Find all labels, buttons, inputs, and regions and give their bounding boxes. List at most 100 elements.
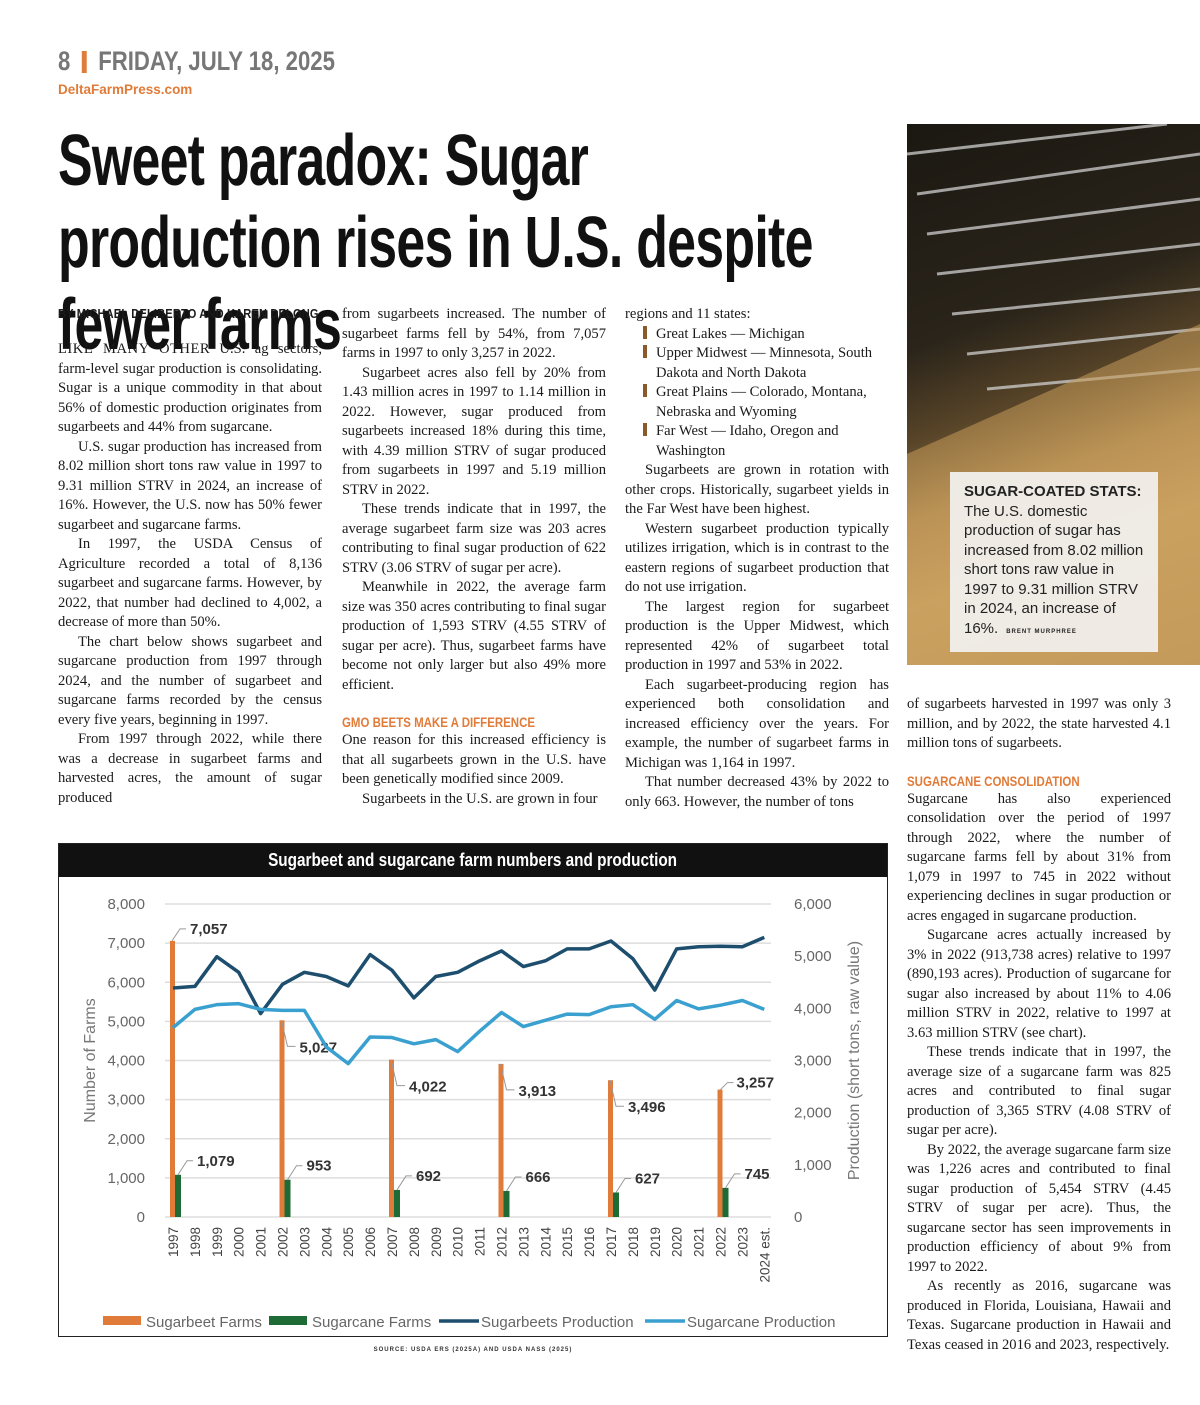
data-label: 5,027	[300, 1039, 338, 1056]
x-tick-label: 2018	[626, 1227, 641, 1257]
paragraph: The largest region for sugarbeet product…	[625, 598, 889, 674]
paragraph: Western sugarbeet production typically u…	[625, 520, 889, 596]
sugarcane-farms-bar	[613, 1192, 619, 1217]
chart-plot: 0 1,000 2,000 3,000 4,000 5,000 6,000 7,000 8,00…	[82, 896, 863, 1331]
paragraph: Sugarbeets are grown in rotation with ot…	[625, 462, 889, 517]
paragraph: from sugarbeets increased. The number of…	[342, 306, 606, 361]
sugarbeets-production-line	[172, 935, 765, 1016]
y2-tick-label: 4,000	[794, 1000, 832, 1017]
data-label-leader	[615, 1177, 631, 1193]
data-label: 3,913	[519, 1083, 557, 1100]
data-label-leader	[287, 1165, 303, 1180]
lead-in: LIKE MANY OTHER	[58, 341, 211, 357]
paragraph: of sugarbeets harvested in 1997 was only…	[907, 696, 1171, 751]
caption-text: The U.S. domestic production of sugar ha…	[964, 502, 1144, 637]
legend-label: Sugarbeets Production	[481, 1314, 634, 1331]
paragraph: As recently as 2016, sugarcane was produ…	[907, 1278, 1171, 1353]
data-label: 953	[307, 1158, 332, 1175]
x-tick-label: 2003	[297, 1227, 312, 1257]
x-tick-label: 2002	[276, 1227, 291, 1257]
x-tick-label: 2006	[363, 1227, 378, 1257]
paragraph: LIKE MANY OTHER U.S. ag sectors, farm-le…	[58, 340, 322, 438]
sugarcane-farms-bar	[175, 1174, 181, 1217]
y2-axis-title: Production (short tons, raw value)	[846, 941, 863, 1180]
data-label-leader	[281, 1020, 296, 1047]
subhead: GMO BEETS MAKE A DIFFERENCE	[342, 714, 536, 730]
paragraph: The chart below shows sugarbeet and suga…	[58, 633, 322, 728]
x-tick-label: 2015	[560, 1227, 575, 1257]
x-tick-label: 2014	[538, 1227, 553, 1258]
y2-tick-label: 0	[794, 1209, 802, 1226]
paragraph: These trends indicate that in 1997, the …	[342, 501, 606, 576]
y-tick-label: 3,000	[107, 1092, 145, 1109]
y-tick-label: 1,000	[107, 1170, 145, 1187]
sugarcane-farms-bar	[284, 1179, 291, 1217]
sugarbeet-farms-bar	[498, 1063, 504, 1217]
data-label-leader	[390, 1059, 405, 1087]
data-label-leader	[177, 1160, 193, 1176]
y-tick-label: 8,000	[107, 896, 145, 913]
paragraph: U.S. sugar production has increased from…	[58, 438, 322, 533]
y-axis-title: Number of Farms	[82, 998, 99, 1122]
headline: Sweet paradox: Sugar production rises in…	[58, 121, 813, 365]
x-tick-label: 2005	[341, 1227, 356, 1257]
x-tick-label: 2016	[582, 1227, 597, 1257]
x-tick-label: 2007	[385, 1227, 400, 1257]
bullet-marker	[643, 325, 647, 339]
sugarcane-farms-bar	[722, 1187, 729, 1217]
paragraph: From 1997 through 2022, while there was …	[58, 731, 322, 806]
byline: BY MICHAEL DELIBERTO AND KAREN DELONG	[58, 306, 319, 321]
x-tick-label: 2001	[254, 1227, 269, 1257]
y-tick-label: 0	[137, 1209, 145, 1226]
bullet-marker	[643, 384, 647, 397]
data-label: 745	[745, 1166, 770, 1183]
sugarbeet-farms-bar	[170, 940, 175, 1217]
bullet-text: Great Plains — Colorado, Montana, Nebras…	[656, 384, 867, 420]
bullet-text: Upper Midwest — Minnesota, South Dakota …	[656, 345, 873, 381]
x-tick-label: 2012	[495, 1227, 510, 1257]
paragraph: By 2022, the average sugarcane farm size…	[907, 1141, 1171, 1275]
y-tick-label: 6,000	[107, 974, 145, 991]
caption-lead: SUGAR-COATED STATS:	[964, 483, 1142, 500]
data-label: 692	[416, 1168, 441, 1185]
data-label: 7,057	[190, 921, 228, 938]
x-tick-label: 2021	[692, 1227, 707, 1257]
x-tick-label: 2009	[429, 1227, 444, 1257]
column-4: of sugarbeets harvested in 1997 was only…	[907, 695, 1171, 1355]
x-tick-label: 2024 est.	[757, 1227, 772, 1283]
x-tick-label: 2000	[232, 1227, 247, 1257]
x-tick-label: 2020	[670, 1227, 685, 1257]
x-tick-label: 1997	[166, 1227, 181, 1257]
paragraph-text: U.S. ag sectors, farm-level sugar produc…	[58, 341, 322, 435]
legend-swatch	[103, 1316, 141, 1325]
data-label-leader	[725, 1173, 741, 1189]
page-number: 8	[58, 46, 71, 76]
subhead: SUGARCANE CONSOLIDATION	[907, 772, 1080, 789]
paragraph: Sugarcane has also experienced consolida…	[907, 790, 1171, 924]
site-link[interactable]: DeltaFarmPress.com	[58, 82, 193, 97]
chart-title: Sugarbeet and sugarcane farm numbers and…	[268, 850, 678, 870]
x-tick-label: 2022	[714, 1227, 729, 1257]
y-tick-label: 4,000	[107, 1053, 145, 1070]
paragraph: One reason for this increased efficiency…	[342, 732, 606, 787]
bullet-marker	[643, 423, 647, 436]
bullet-item: Great Lakes — Michigan	[625, 325, 889, 345]
y2-tick-label: 3,000	[794, 1053, 832, 1070]
sugarbeet-farms-bar	[608, 1080, 613, 1217]
folio: 8 FRIDAY, JULY 18, 2025	[58, 46, 335, 77]
x-tick-label: 1998	[188, 1227, 203, 1257]
legend-swatch	[269, 1316, 307, 1325]
data-label: 627	[635, 1170, 660, 1187]
data-label: 3,496	[628, 1099, 666, 1116]
x-tick-label: 2019	[648, 1227, 663, 1257]
data-label-leader	[609, 1080, 624, 1107]
y2-tick-label: 6,000	[794, 896, 832, 913]
bullet-text: Great Lakes — Michigan	[656, 325, 805, 342]
photo-caption: SUGAR-COATED STATS: The U.S. domestic pr…	[950, 472, 1158, 652]
x-tick-label: 2017	[604, 1227, 619, 1257]
data-label-leader	[500, 1063, 515, 1091]
photo-credit: BRENT MURPHREE	[1006, 628, 1077, 635]
paragraph: Sugarbeets in the U.S. are grown in four	[362, 790, 598, 807]
x-tick-label: 2004	[319, 1227, 334, 1258]
data-label: 1,079	[197, 1153, 235, 1170]
